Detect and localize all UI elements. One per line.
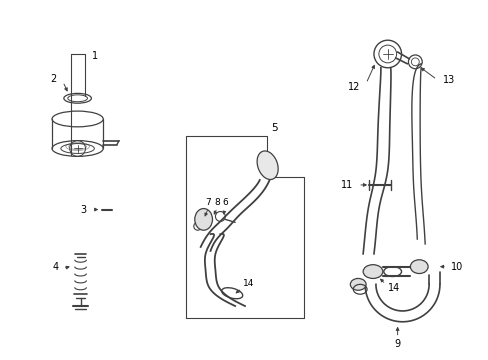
Text: 10: 10 bbox=[450, 262, 462, 272]
Text: 7: 7 bbox=[205, 198, 211, 207]
Text: 3: 3 bbox=[80, 204, 86, 215]
Ellipse shape bbox=[349, 278, 366, 290]
Ellipse shape bbox=[194, 208, 212, 230]
Text: 8: 8 bbox=[214, 198, 220, 207]
Text: 14: 14 bbox=[243, 279, 254, 288]
Ellipse shape bbox=[363, 265, 382, 278]
Text: 4: 4 bbox=[53, 262, 59, 272]
Text: 12: 12 bbox=[347, 82, 360, 93]
Text: 14: 14 bbox=[387, 283, 399, 293]
Text: 2: 2 bbox=[51, 73, 57, 84]
Ellipse shape bbox=[409, 260, 427, 274]
Ellipse shape bbox=[257, 151, 278, 180]
Text: 9: 9 bbox=[394, 339, 400, 350]
Text: 11: 11 bbox=[340, 180, 352, 190]
Text: 6: 6 bbox=[222, 198, 228, 207]
Text: 5: 5 bbox=[271, 123, 278, 133]
Text: 1: 1 bbox=[92, 51, 98, 61]
Text: 13: 13 bbox=[442, 75, 454, 85]
